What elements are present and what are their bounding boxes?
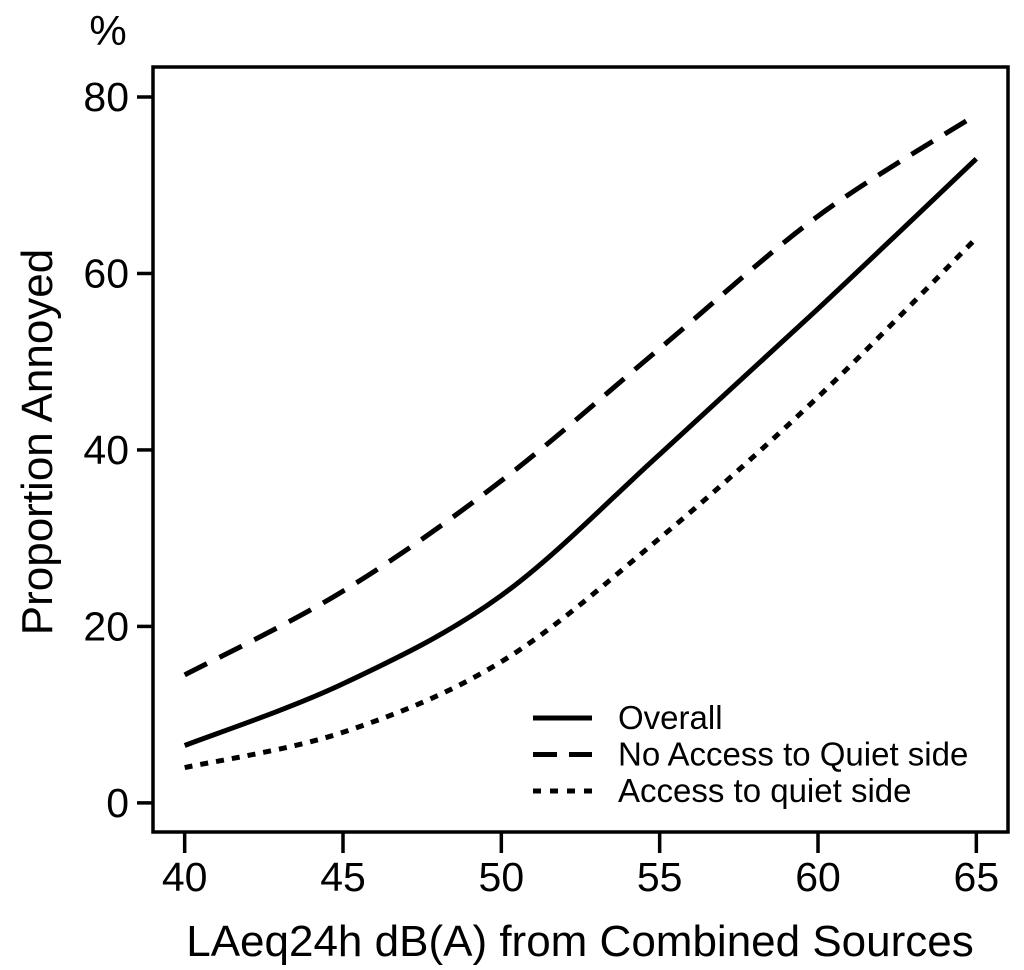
y-axis-title: Proportion Annoyed (13, 249, 62, 636)
legend-label: Access to quiet side (618, 772, 912, 809)
x-tick-label: 55 (637, 854, 683, 900)
x-tick-label: 45 (320, 854, 366, 900)
x-tick-label: 60 (795, 854, 841, 900)
axis-ticks: 40 45 50 55 60 65 0 20 40 60 80 (83, 74, 999, 900)
legend-label: No Access to Quiet side (618, 736, 968, 773)
data-curves (183, 112, 979, 771)
legend-label: Overall (618, 699, 723, 736)
y-tick-label: 0 (106, 780, 129, 826)
x-axis-title: LAeq24h dB(A) from Combined Sources (186, 917, 974, 966)
x-tick-label: 50 (479, 854, 525, 900)
legend-item-overall: Overall (533, 699, 723, 736)
y-tick-label: 60 (83, 250, 129, 296)
plot-border (151, 65, 1010, 834)
y-tick-label: 20 (83, 603, 129, 649)
curve-access-to-quiet-side (184, 236, 979, 771)
legend-item-access-to-quiet-side: Access to quiet side (533, 772, 912, 809)
curve-overall (183, 156, 979, 748)
legend-item-no-access-to-quiet-side: No Access to Quiet side (533, 736, 968, 773)
x-tick-label: 65 (954, 854, 1000, 900)
x-tick-label: 40 (162, 854, 208, 900)
curve-no-access-to-quiet-side (183, 112, 978, 678)
y-tick-label: 40 (83, 427, 129, 473)
y-tick-label: 80 (83, 74, 129, 120)
y-axis-unit-label: % (89, 7, 126, 54)
